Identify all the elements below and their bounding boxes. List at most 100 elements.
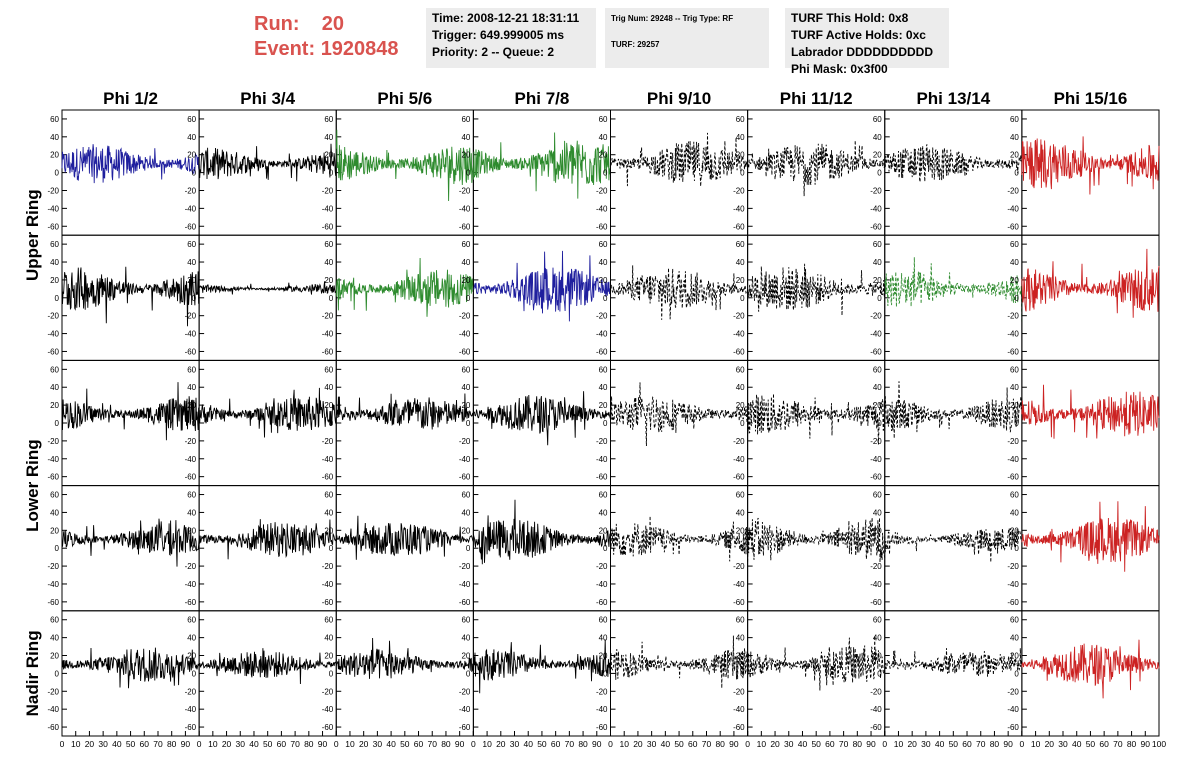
y-tick-label: -20: [1007, 687, 1019, 696]
waveform-trace: [198, 143, 337, 182]
y-tick-label: 40: [187, 634, 196, 643]
x-tick-label: 40: [249, 739, 259, 749]
waveform-trace: [61, 266, 200, 327]
x-tick-label: 20: [1045, 739, 1055, 749]
y-tick-label: -20: [733, 562, 745, 571]
y-tick-label: 20: [1010, 401, 1019, 410]
panel-frame: [1021, 359, 1160, 487]
y-tick-label: 60: [187, 491, 196, 500]
y-tick-label: 20: [1010, 526, 1019, 535]
y-tick-label: -20: [322, 562, 334, 571]
x-tick-label: 0: [1020, 739, 1025, 749]
event-value: 1920848: [320, 38, 399, 60]
time-text: Time: 2008-12-21 18:31:11: [432, 11, 580, 25]
y-tick-label: -60: [733, 473, 745, 482]
y-tick-label: 20: [50, 652, 59, 661]
y-tick-label: 60: [873, 365, 882, 374]
y-tick-label: -40: [733, 204, 745, 213]
y-tick-label: -20: [459, 562, 471, 571]
y-tick-label: -20: [47, 562, 59, 571]
x-tick-label: 40: [112, 739, 122, 749]
x-tick-label: 30: [647, 739, 657, 749]
y-tick-label: -20: [47, 312, 59, 321]
y-tick-label: 40: [1010, 258, 1019, 267]
y-tick-label: -60: [322, 723, 334, 732]
y-tick-label: 0: [466, 669, 471, 678]
y-tick-label: -20: [596, 562, 608, 571]
y-tick-label: -60: [322, 473, 334, 482]
x-tick-label: 20: [85, 739, 95, 749]
x-tick-label: 100: [1152, 739, 1166, 749]
y-tick-label: -40: [322, 330, 334, 339]
y-tick-label: 40: [1010, 634, 1019, 643]
x-tick-label: 60: [962, 739, 972, 749]
y-tick-label: 40: [324, 508, 333, 517]
panel-frame: [472, 610, 611, 737]
y-tick-label: 60: [187, 240, 196, 249]
panel-frame: [1021, 485, 1160, 612]
y-tick-label: 40: [461, 133, 470, 142]
y-tick-label: 0: [329, 169, 334, 178]
row-title: Upper Ring: [23, 189, 42, 281]
y-tick-label: 40: [187, 133, 196, 142]
waveform-trace: [747, 140, 886, 197]
waveform-trace: [335, 515, 474, 560]
x-tick-label: 80: [167, 739, 177, 749]
y-tick-label: 20: [324, 276, 333, 285]
y-tick-label: 0: [329, 669, 334, 678]
y-tick-label: 0: [603, 544, 608, 553]
y-tick-label: -60: [1007, 723, 1019, 732]
y-tick-label: 60: [461, 115, 470, 124]
y-tick-label: 60: [599, 616, 608, 625]
y-tick-label: -20: [322, 687, 334, 696]
y-tick-label: 0: [740, 169, 745, 178]
column-title: Phi 15/16: [1054, 89, 1128, 108]
y-tick-label: -60: [870, 723, 882, 732]
x-tick-label: 40: [1072, 739, 1082, 749]
y-tick-label: 40: [50, 634, 59, 643]
y-tick-label: 0: [466, 419, 471, 428]
y-tick-label: -60: [870, 598, 882, 607]
x-tick-label: 10: [1031, 739, 1041, 749]
y-tick-label: 40: [187, 383, 196, 392]
x-tick-label: 70: [153, 739, 163, 749]
y-tick-label: 60: [187, 616, 196, 625]
x-tick-label: 50: [126, 739, 136, 749]
y-tick-label: 40: [873, 634, 882, 643]
x-tick-label: 40: [798, 739, 808, 749]
x-tick-label: 0: [882, 739, 887, 749]
y-tick-label: -60: [185, 347, 197, 356]
y-tick-label: 40: [736, 634, 745, 643]
y-tick-label: 60: [599, 115, 608, 124]
phi-mask-text: Phi Mask: 0x3f00: [791, 62, 888, 76]
y-tick-label: -20: [596, 186, 608, 195]
x-tick-label: 60: [688, 739, 698, 749]
y-tick-label: -20: [322, 437, 334, 446]
waveform-trace: [1021, 639, 1160, 699]
y-tick-label: -40: [459, 330, 471, 339]
y-tick-label: -60: [185, 222, 197, 231]
y-tick-label: -20: [1007, 437, 1019, 446]
y-tick-label: -60: [322, 598, 334, 607]
x-tick-label: 80: [853, 739, 863, 749]
y-tick-label: 60: [1010, 365, 1019, 374]
waveform-trace: [335, 637, 474, 679]
x-tick-label: 70: [290, 739, 300, 749]
y-tick-label: 20: [324, 526, 333, 535]
y-tick-label: 20: [50, 526, 59, 535]
x-tick-label: 0: [334, 739, 339, 749]
y-tick-label: 40: [461, 383, 470, 392]
y-tick-label: -40: [47, 204, 59, 213]
x-tick-label: 30: [510, 739, 520, 749]
y-tick-label: 0: [1014, 669, 1019, 678]
y-tick-label: 60: [873, 616, 882, 625]
x-tick-label: 70: [565, 739, 575, 749]
y-tick-label: 20: [599, 401, 608, 410]
x-tick-label: 40: [935, 739, 945, 749]
y-tick-label: 60: [873, 491, 882, 500]
x-tick-label: 20: [222, 739, 232, 749]
y-tick-label: 20: [873, 151, 882, 160]
x-tick-label: 30: [373, 739, 383, 749]
y-tick-label: 60: [1010, 240, 1019, 249]
y-tick-label: 20: [461, 526, 470, 535]
